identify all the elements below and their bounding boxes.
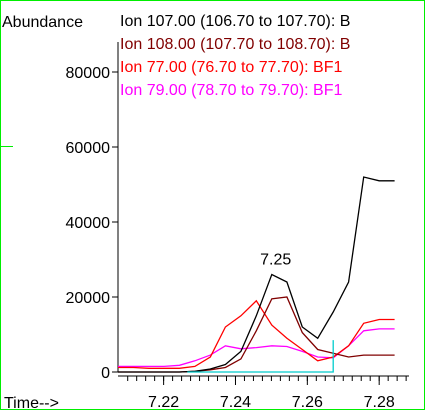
legend-entry: Ion 77.00 (76.70 to 77.70): BF1 [120, 59, 342, 76]
legend-entry: Ion 107.00 (106.70 to 107.70): B [120, 13, 350, 30]
baseline-line [187, 340, 334, 373]
y-tick-label: 40000 [66, 215, 111, 232]
series-lines [118, 176, 395, 373]
legend: Ion 107.00 (106.70 to 107.70): B Ion 108.… [120, 13, 350, 99]
y-axis-label: Abundance [2, 14, 83, 31]
x-axis-label: Time--> [4, 395, 59, 410]
axes: 0 20000 40000 60000 80000 7.22 7.24 7.26 7.28 [66, 42, 409, 410]
series-line [118, 328, 395, 368]
series-line [118, 296, 395, 373]
y-tick-label: 60000 [66, 140, 111, 157]
series-line [118, 299, 395, 369]
peak-label: 7.25 [260, 252, 291, 269]
y-tick-label: 80000 [66, 65, 111, 82]
x-tick-label: 7.24 [220, 394, 251, 410]
y-tick-label: 0 [101, 365, 110, 382]
series-line [118, 176, 395, 373]
frame-side-tick [1, 146, 13, 147]
legend-entry: Ion 79.00 (78.70 to 79.70): BF1 [120, 82, 342, 99]
x-tick-label: 7.22 [148, 394, 179, 410]
x-tick-label: 7.28 [364, 394, 395, 410]
legend-entry: Ion 108.00 (107.70 to 108.70): B [120, 36, 350, 53]
y-tick-label: 20000 [66, 290, 111, 307]
x-tick-label: 7.26 [292, 394, 323, 410]
annotations: 7.25 [260, 252, 291, 269]
